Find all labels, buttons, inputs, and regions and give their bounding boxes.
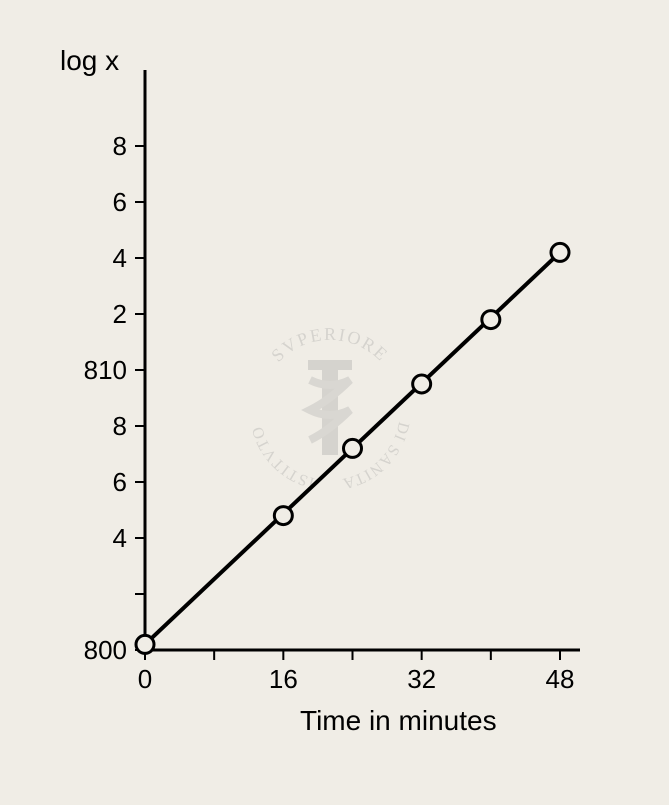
line-chart: 0 16 32 48 800 4 6 8 810 2 4 6 8 log x Time in minutes <box>0 0 669 800</box>
x-tick-label: 32 <box>407 664 436 694</box>
x-tick-label: 48 <box>546 664 575 694</box>
x-tick-label: 0 <box>138 664 152 694</box>
data-point <box>413 375 431 393</box>
chart-container: 0 16 32 48 800 4 6 8 810 2 4 6 8 log x Time in minutes <box>0 0 669 800</box>
y-tick-label: 810 <box>84 355 127 385</box>
y-tick-label: 6 <box>113 467 127 497</box>
x-tick-label: 16 <box>269 664 298 694</box>
x-axis-label: Time in minutes <box>300 705 497 736</box>
y-tick-label: 4 <box>113 243 127 273</box>
data-point <box>344 439 362 457</box>
y-tick-label: 2 <box>113 299 127 329</box>
y-axis-label: log x <box>60 45 119 76</box>
y-tick-label: 6 <box>113 187 127 217</box>
data-point <box>274 507 292 525</box>
y-tick-label: 4 <box>113 523 127 553</box>
y-tick-label: 8 <box>113 411 127 441</box>
data-point <box>136 635 154 653</box>
data-point <box>551 243 569 261</box>
y-tick-label: 800 <box>84 635 127 665</box>
data-point <box>482 311 500 329</box>
y-tick-label: 8 <box>113 131 127 161</box>
